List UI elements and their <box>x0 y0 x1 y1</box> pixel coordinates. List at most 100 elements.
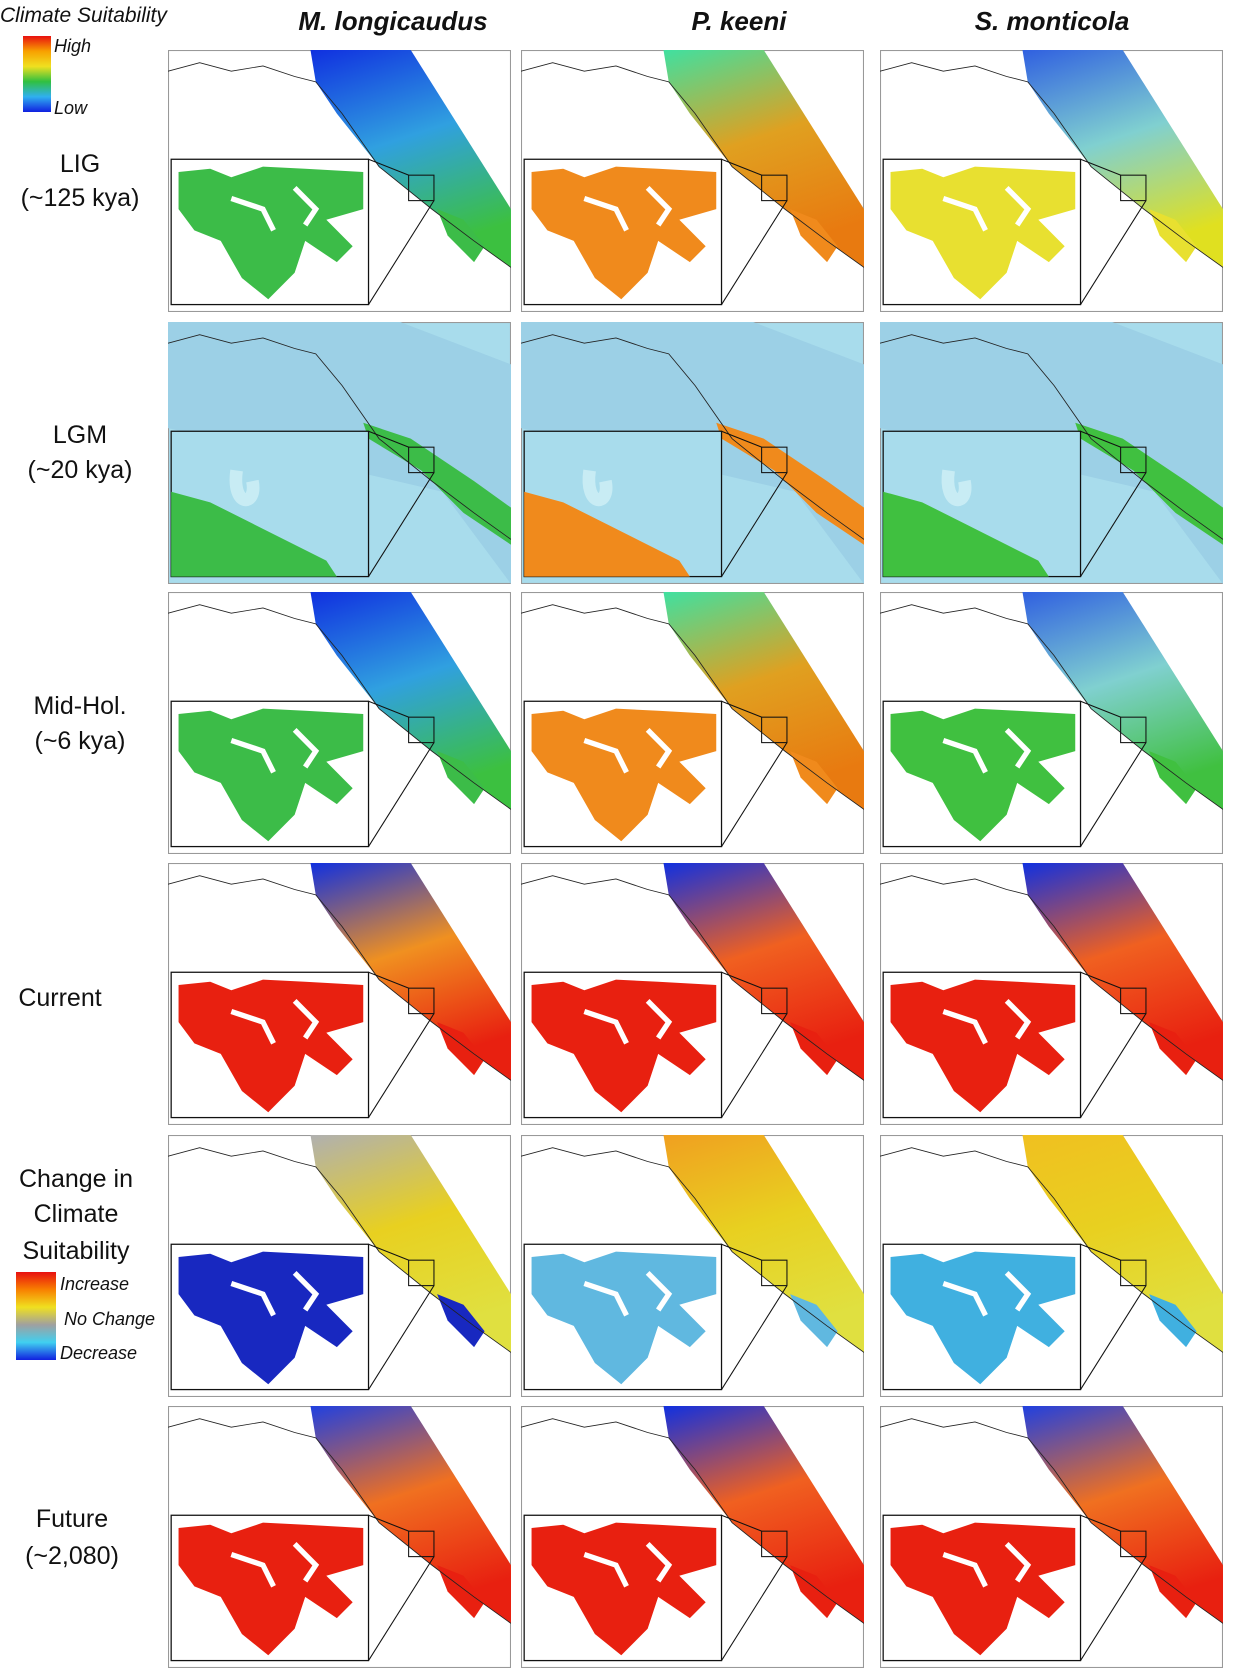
row-label: LGM <box>52 421 108 449</box>
zoom-line <box>721 1556 788 1661</box>
inset-channel <box>942 728 1032 774</box>
coastline <box>168 875 511 1081</box>
legend-title: Climate Suitability <box>0 4 167 27</box>
zoom-line <box>368 158 409 176</box>
coastline <box>168 1147 511 1353</box>
zoom-line <box>1080 158 1121 176</box>
mainland-region <box>1022 1135 1223 1353</box>
change-legend-no-change: No Change <box>64 1309 156 1329</box>
mainland-region <box>1022 863 1223 1081</box>
inset-channel <box>583 728 673 774</box>
zoom-line <box>1080 1514 1121 1532</box>
map-panel <box>880 322 1223 584</box>
inset-channel <box>583 186 673 232</box>
zoom-box <box>1120 716 1147 744</box>
mainland-region <box>663 592 864 810</box>
zoom-box <box>1120 1259 1147 1287</box>
row-label: LIG <box>59 150 101 178</box>
row-label: (~20 kya) <box>27 456 133 484</box>
coastline <box>880 334 1223 540</box>
zoom-line <box>368 1556 435 1661</box>
zoom-line <box>721 700 762 718</box>
inset-land <box>890 1251 1076 1385</box>
map-panel <box>521 322 864 584</box>
zoom-line <box>368 430 409 448</box>
coastline <box>521 875 864 1081</box>
inset-channel <box>942 186 1032 232</box>
mainland-region <box>1022 1406 1223 1624</box>
coastline <box>521 604 864 810</box>
inset-land <box>890 166 1076 300</box>
legend-high: High <box>54 36 92 56</box>
zoom-box <box>408 716 435 744</box>
row-label: Climate <box>33 1200 119 1228</box>
zoom-line <box>368 971 409 989</box>
zoom-line <box>1080 472 1147 577</box>
zoom-box <box>408 1530 435 1558</box>
zoom-box <box>761 1530 788 1558</box>
mainland-region <box>663 863 864 1081</box>
legend-low: Low <box>54 98 88 118</box>
change-legend-increase: Increase <box>60 1274 130 1294</box>
inset-land <box>890 979 1076 1113</box>
zoom-box <box>408 987 435 1015</box>
inset-channel <box>230 1542 320 1588</box>
coastline <box>521 334 864 540</box>
zoom-line <box>1080 971 1121 989</box>
refugium-region <box>716 422 864 545</box>
coastline <box>880 875 1223 1081</box>
zoom-line <box>368 1285 435 1390</box>
zoom-box <box>1120 987 1147 1015</box>
row-label: (~6 kya) <box>34 727 126 755</box>
inset-land <box>883 491 1049 577</box>
zoom-box <box>1120 174 1147 202</box>
row-label: Suitability <box>22 1237 130 1265</box>
mainland-region <box>310 1135 511 1353</box>
row-label: (~125 kya) <box>20 184 140 212</box>
inset-land <box>890 1522 1076 1656</box>
zoom-line <box>721 200 788 305</box>
inset-channel <box>230 999 320 1045</box>
coastline <box>880 1418 1223 1624</box>
map-panel <box>168 1406 511 1668</box>
inset-land <box>531 1251 717 1385</box>
zoom-line <box>721 1013 788 1118</box>
zoom-box <box>761 716 788 744</box>
mainland-region <box>663 50 864 268</box>
mainland-region <box>310 592 511 810</box>
coastline <box>880 62 1223 268</box>
inset-land <box>531 1522 717 1656</box>
zoom-box <box>761 446 788 474</box>
column-header: P. keeni <box>691 6 787 36</box>
zoom-box <box>1120 1530 1147 1558</box>
coastline <box>521 62 864 268</box>
zoom-line <box>721 472 788 577</box>
mainland-region <box>1022 50 1223 268</box>
legend-scale <box>23 36 51 112</box>
map-panel <box>880 1135 1223 1397</box>
zoom-line <box>1080 430 1121 448</box>
map-panel <box>880 863 1223 1125</box>
refugium-region <box>363 422 511 545</box>
mainland-region <box>663 1406 864 1624</box>
inset-land <box>178 166 364 300</box>
zoom-line <box>368 700 409 718</box>
coastline <box>168 62 511 268</box>
inset-ice <box>941 469 972 507</box>
inset-land <box>178 708 364 842</box>
row-label: (~2,080) <box>25 1542 119 1570</box>
inset-ice <box>229 469 260 507</box>
inset-channel <box>583 999 673 1045</box>
map-panel <box>880 592 1223 854</box>
zoom-line <box>721 158 762 176</box>
map-panel <box>521 863 864 1125</box>
zoom-box <box>761 987 788 1015</box>
inset-land <box>178 979 364 1113</box>
coastline <box>521 1147 864 1353</box>
zoom-box <box>1120 446 1147 474</box>
mainland-region <box>310 863 511 1081</box>
inset-land <box>890 708 1076 842</box>
inset-ice <box>582 469 613 507</box>
zoom-box <box>408 1259 435 1287</box>
row-label: Mid-Hol. <box>33 692 127 720</box>
